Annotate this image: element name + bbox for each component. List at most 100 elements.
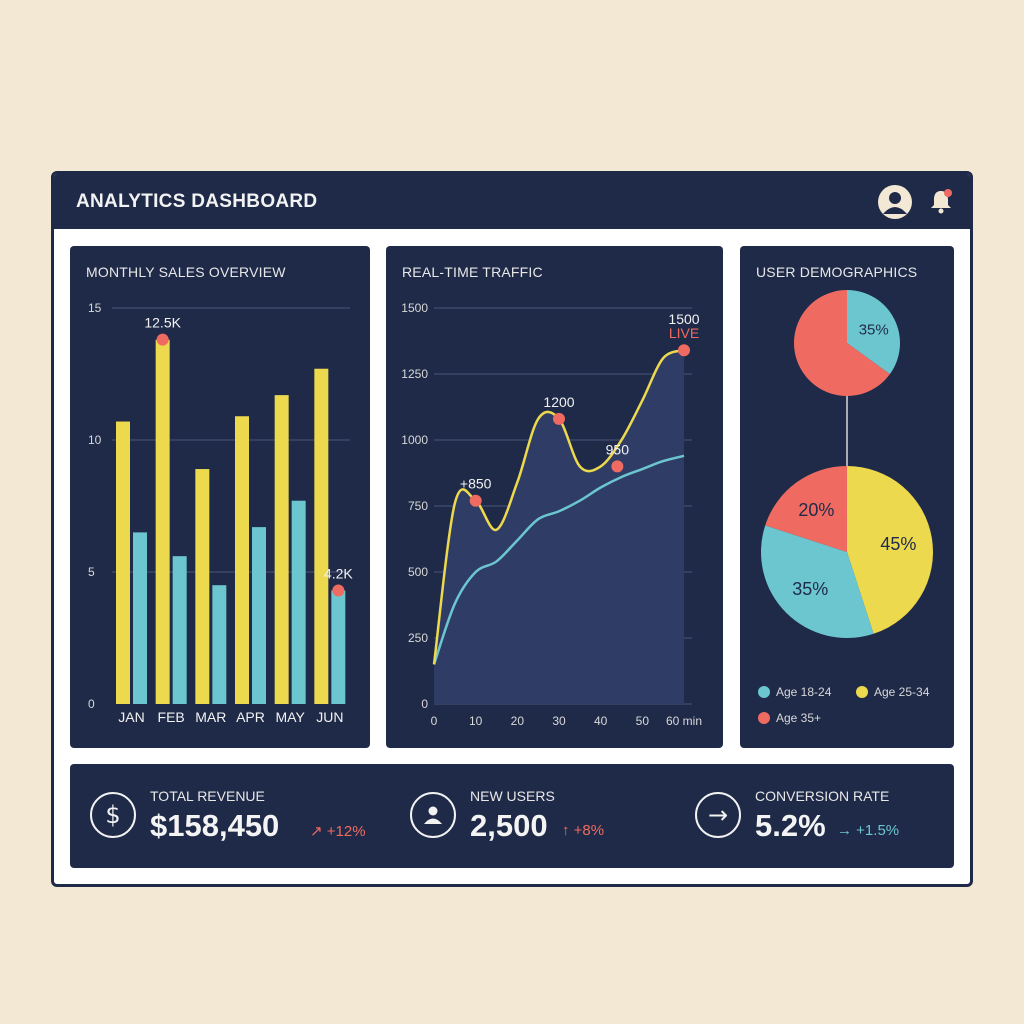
pie-slice-label: 20% [798, 500, 834, 520]
trend-up-icon: ↗ [310, 823, 323, 840]
x-tick-label: JUN [316, 709, 343, 725]
annotation-marker [156, 333, 169, 346]
app-title: ANALYTICS DASHBOARD [76, 191, 318, 212]
y-tick-label: 1500 [401, 301, 428, 315]
bar [116, 421, 130, 704]
sales-bar-chart: 0 5 10 15 JAN FEB MAR APR MAY JUN 12.5K 4.2K [88, 301, 353, 725]
bar [133, 532, 147, 704]
annotation-label: 1200 [543, 394, 574, 410]
demographics-pie-chart: 35% 45% 35% 20% Age 18-24 Age 25-34 Age 35+ [758, 290, 933, 725]
traffic-panel: REAL-TIME TRAFFIC 0 250 500 750 1000 1250 1500… [386, 246, 723, 748]
stats-bar: $ TOTAL REVENUE $158,450 ↗ +12% NEW USER… [70, 764, 954, 868]
traffic-line-primary [432, 349, 685, 665]
y-tick-label: 5 [88, 565, 95, 579]
x-tick-label: APR [236, 709, 265, 725]
y-tick-label: 15 [88, 301, 102, 315]
y-tick-label: 10 [88, 433, 102, 447]
legend-label: Age 25-34 [874, 685, 930, 699]
stat-label: NEW USERS [470, 788, 555, 804]
pie-slice-label: 35% [792, 579, 828, 599]
y-tick-label: 1000 [401, 433, 428, 447]
stat-value: $158,450 [150, 808, 280, 843]
bar [314, 368, 329, 704]
y-tick-label: 0 [88, 697, 95, 711]
stat-new-users: NEW USERS 2,500 ↑ +8% [410, 764, 670, 868]
y-tick-label: 250 [408, 631, 428, 645]
annotation-marker [678, 344, 690, 357]
arrow-right-small-icon: → [837, 822, 852, 839]
bar [155, 339, 170, 704]
y-tick-label: 1250 [401, 367, 428, 381]
annotation-label: 4.2K [324, 565, 353, 581]
stat-label: TOTAL REVENUE [150, 788, 265, 804]
sales-panel: MONTHLY SALES OVERVIEW 0 5 10 15 JAN FEB MAR AP… [70, 246, 370, 748]
annotation-label: 12.5K [144, 315, 181, 331]
pie-slice [794, 290, 890, 396]
stat-total-revenue: $ TOTAL REVENUE $158,450 ↗ +12% [90, 764, 370, 868]
x-tick-label: MAY [276, 709, 306, 725]
pie-slice-label: 35% [859, 322, 889, 339]
legend-label: Age 35+ [776, 711, 821, 725]
annotation-label: 1500 [668, 311, 699, 327]
x-tick-label: JAN [118, 709, 144, 725]
bar [212, 585, 227, 704]
pie-slice [847, 466, 933, 634]
bar [274, 395, 289, 704]
annotation-marker [611, 460, 624, 473]
traffic-line-chart: 0 250 500 750 1000 1250 1500 0 10 20 30 40 50 60 min +… [401, 301, 702, 728]
arrow-up-icon: ↑ [562, 822, 570, 839]
pie-slice [847, 290, 900, 375]
live-badge: LIVE [669, 325, 699, 341]
legend-swatch [758, 712, 770, 724]
user-icon [410, 792, 456, 838]
y-tick-label: 750 [408, 499, 428, 513]
demographics-panel: USER DEMOGRAPHICS 35% 45% 35% 20% Age 18-24 A… [740, 246, 954, 748]
pie-slice-label: 45% [880, 534, 916, 554]
demographics-panel-title: USER DEMOGRAPHICS [756, 264, 918, 280]
stat-change: ↗ +12% [310, 823, 366, 840]
stat-label: CONVERSION RATE [755, 788, 890, 804]
annotation-marker [332, 584, 345, 597]
sales-panel-title: MONTHLY SALES OVERVIEW [86, 264, 286, 280]
x-tick-label: 0 [431, 714, 438, 728]
dashboard-window: ANALYTICS DASHBOARD MONTHLY SALES OVERVI… [51, 171, 973, 887]
bar [331, 590, 346, 704]
annotation-marker [553, 412, 565, 425]
bar [172, 556, 187, 704]
pie-slice [761, 525, 874, 639]
legend-swatch [758, 686, 770, 698]
pie-slice [765, 466, 847, 552]
title-bar: ANALYTICS DASHBOARD [54, 174, 970, 229]
dollar-icon: $ [90, 792, 136, 838]
bar [252, 527, 266, 704]
arrow-right-icon: → [695, 792, 741, 838]
notification-bell-icon[interactable] [926, 186, 956, 216]
traffic-area-fill [434, 350, 684, 704]
x-tick-label: 40 [594, 714, 608, 728]
stat-change: → +1.5% [837, 822, 900, 839]
bar [291, 500, 306, 704]
x-tick-label: 50 [636, 714, 650, 728]
annotation-label: 950 [606, 441, 630, 457]
y-tick-label: 0 [421, 697, 428, 711]
legend-label: Age 18-24 [776, 685, 832, 699]
stat-conversion-rate: → CONVERSION RATE 5.2% → +1.5% [695, 764, 945, 868]
x-tick-label: 10 [469, 714, 483, 728]
bar [235, 416, 249, 704]
annotation-marker [469, 494, 482, 507]
stat-value: 5.2% [755, 808, 826, 843]
bar [195, 469, 210, 704]
stat-change: ↑ +8% [562, 822, 605, 839]
x-tick-label: MAR [195, 709, 226, 725]
user-avatar-icon[interactable] [877, 184, 913, 220]
traffic-panel-title: REAL-TIME TRAFFIC [402, 264, 543, 280]
annotation-label: +850 [460, 476, 492, 492]
x-tick-label: 20 [511, 714, 525, 728]
x-tick-label: FEB [158, 709, 185, 725]
traffic-line-secondary [432, 454, 685, 665]
x-tick-label: 30 [552, 714, 566, 728]
y-tick-label: 500 [408, 565, 428, 579]
x-tick-label: 60 min [666, 714, 702, 728]
legend-swatch [856, 686, 868, 698]
stat-value: 2,500 [470, 808, 548, 843]
